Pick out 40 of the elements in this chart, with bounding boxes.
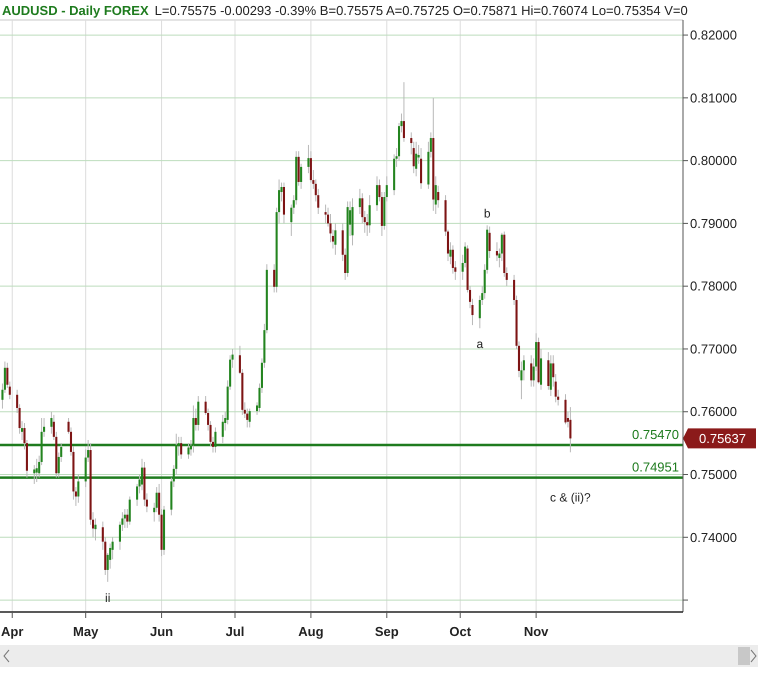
candlestick [197, 396, 200, 432]
y-tick-label: 0.81000 [690, 90, 737, 106]
chart-subtitle: L=0.75575 -0.00293 -0.39% B=0.75575 A=0.75725 O=0.75871 Hi=0.76074 Lo=0.75354 V=0 [154, 3, 688, 18]
x-tick-label: Sep [374, 624, 399, 639]
y-tick-label: 0.82000 [690, 28, 737, 43]
candlestick [368, 194, 371, 234]
candlestick [334, 222, 336, 256]
candlestick [124, 508, 126, 528]
x-tick-label: Jun [150, 624, 174, 639]
y-tick-label: 0.79000 [690, 216, 737, 231]
candlestick [530, 354, 532, 388]
x-tick-label: Apr [1, 624, 24, 639]
candlestick [180, 436, 182, 460]
y-tick-label: 0.78000 [690, 278, 737, 294]
y-tick-label: 0.77000 [690, 341, 737, 356]
candlestick [569, 406, 572, 453]
ref-line-label: 0.75470 [632, 427, 679, 442]
candlestick [376, 176, 378, 212]
candlestick [128, 496, 131, 526]
annotation: ii [105, 590, 110, 605]
y-tick-label: 0.80000 [690, 153, 737, 168]
x-tick-label: May [73, 624, 100, 639]
x-tick-label: Oct [449, 624, 472, 639]
x-tick-label: Aug [298, 624, 324, 639]
y-tick-label: 0.75000 [690, 467, 737, 482]
ref-line-label: 0.74951 [632, 460, 679, 475]
candlestick [415, 141, 418, 177]
y-tick-label: 0.74000 [690, 530, 737, 545]
candlestick [564, 394, 567, 425]
chart-title: AUDUSD - Daily FOREX [2, 3, 149, 18]
x-tick-label: Jul [226, 624, 244, 639]
annotation: a [476, 337, 484, 352]
y-tick-label: 0.76000 [690, 404, 737, 420]
candlestick [402, 82, 405, 142]
text: 0.75637 [699, 430, 746, 446]
x-tick-label: Nov [524, 624, 550, 639]
annotation: c & (ii)? [550, 490, 592, 505]
candlestick [248, 408, 251, 428]
annotation: b [484, 206, 491, 220]
candlestick [324, 204, 327, 224]
